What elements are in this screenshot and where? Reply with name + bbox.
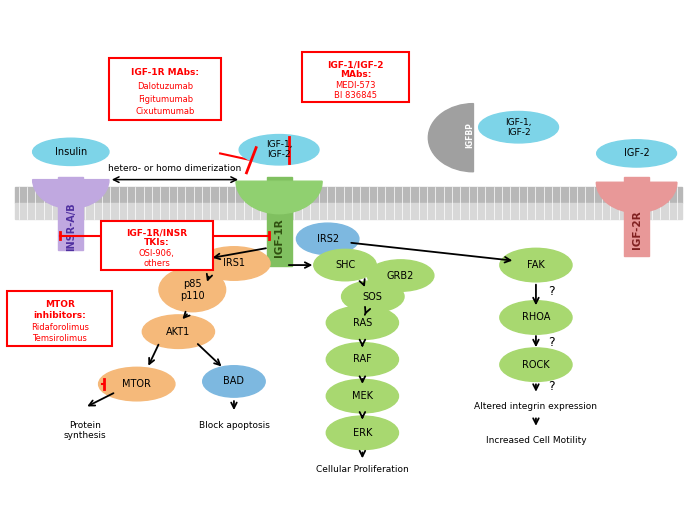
Text: AKT1: AKT1 [167,327,190,337]
Text: SHC: SHC [335,260,355,270]
Text: RAF: RAF [353,355,372,365]
Text: IGF-2: IGF-2 [624,149,650,159]
Text: BAD: BAD [224,376,245,386]
Text: Dalotuzumab: Dalotuzumab [137,82,193,91]
Ellipse shape [198,247,270,280]
Ellipse shape [326,416,399,450]
Text: Protein
synthesis: Protein synthesis [63,421,106,440]
Ellipse shape [33,138,109,165]
Text: MEDI-573: MEDI-573 [335,81,376,90]
FancyBboxPatch shape [109,58,222,120]
Bar [15,203,682,219]
Text: inhibitors:: inhibitors: [33,311,86,320]
Text: IGF-1,
IGF-2: IGF-1, IGF-2 [505,118,532,137]
Ellipse shape [500,301,572,334]
Ellipse shape [597,140,677,167]
Text: IRS2: IRS2 [316,234,339,244]
Text: IRS1: IRS1 [223,259,245,268]
Text: others: others [144,259,170,268]
Ellipse shape [326,306,399,339]
FancyBboxPatch shape [100,220,213,270]
Ellipse shape [98,367,175,401]
Text: IGFBP: IGFBP [466,122,475,148]
Text: INSR-A/B: INSR-A/B [66,202,76,251]
Ellipse shape [326,343,399,376]
Ellipse shape [296,223,359,255]
Text: ROCK: ROCK [522,359,550,369]
Text: ?: ? [549,336,555,349]
Text: Temsirolimus: Temsirolimus [32,334,87,343]
Ellipse shape [203,366,265,397]
Wedge shape [597,182,677,213]
Text: IGF-1R/INSR: IGF-1R/INSR [126,229,187,238]
Text: IGF-1,
IGF-2: IGF-1, IGF-2 [266,140,292,160]
Ellipse shape [142,315,215,348]
Text: Insulin: Insulin [54,147,87,157]
Text: Figitumumab: Figitumumab [138,94,193,103]
Ellipse shape [479,112,558,143]
FancyBboxPatch shape [7,291,112,346]
Text: hetero- or homo dimerization: hetero- or homo dimerization [108,164,242,173]
Text: ?: ? [549,380,555,393]
Text: BI 836845: BI 836845 [334,91,377,100]
Text: MTOR: MTOR [45,300,75,309]
Ellipse shape [326,379,399,413]
Text: Cixutumumab: Cixutumumab [135,108,195,116]
Text: IGF-2R: IGF-2R [631,210,642,249]
Ellipse shape [159,268,226,312]
Ellipse shape [314,249,376,281]
Text: IGF-1/IGF-2: IGF-1/IGF-2 [327,60,383,69]
Text: MTOR: MTOR [123,379,151,389]
FancyBboxPatch shape [302,52,409,102]
Bar [624,177,649,256]
Wedge shape [429,104,473,172]
Text: RAS: RAS [353,318,372,328]
Text: p85
p110: p85 p110 [180,279,205,300]
Text: IGF-1R MAbs:: IGF-1R MAbs: [131,69,199,77]
Text: FAK: FAK [527,260,545,270]
Ellipse shape [239,134,319,165]
Ellipse shape [500,248,572,282]
Ellipse shape [342,281,404,313]
Wedge shape [33,180,109,209]
Text: OSI-906,: OSI-906, [139,249,175,258]
Text: SOS: SOS [363,291,383,301]
Text: MAbs:: MAbs: [339,70,371,79]
Text: GRB2: GRB2 [387,270,414,280]
Text: TKIs:: TKIs: [144,238,169,247]
Bar [15,188,682,203]
Text: Cellular Proliferation: Cellular Proliferation [316,465,408,474]
Bar [59,177,84,250]
Bar [266,177,291,266]
Text: ?: ? [549,285,555,298]
Text: Altered integrin expression: Altered integrin expression [475,403,597,412]
Text: Increased Cell Motility: Increased Cell Motility [486,436,586,445]
Text: IGF-1R: IGF-1R [274,218,284,257]
Ellipse shape [367,260,434,291]
Text: Block apoptosis: Block apoptosis [199,421,270,430]
Text: MEK: MEK [352,391,373,401]
Ellipse shape [500,348,572,382]
Text: Ridaforolimus: Ridaforolimus [31,323,89,331]
Text: RHOA: RHOA [522,313,550,323]
Wedge shape [236,181,322,214]
Text: ERK: ERK [353,428,372,438]
